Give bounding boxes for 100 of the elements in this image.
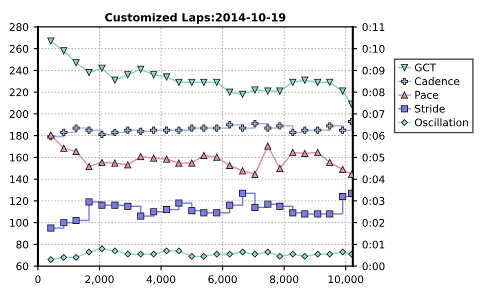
point (188, 252, 196, 260)
y2-tick-label: 0:11 (362, 23, 384, 32)
x-tick-label: 2,000 (85, 275, 114, 284)
point (200, 209, 208, 216)
y-tick-label: 260 (10, 44, 28, 53)
legend-label: Stride (415, 104, 445, 113)
point (60, 47, 68, 54)
point (264, 124, 272, 132)
point (314, 210, 322, 218)
point (112, 248, 118, 254)
point (163, 248, 170, 254)
point (339, 166, 346, 173)
point (213, 209, 220, 216)
point (200, 252, 208, 260)
y-tick-label: 200 (10, 110, 28, 118)
point (124, 202, 132, 210)
point (85, 126, 93, 134)
point (72, 59, 80, 66)
point (150, 208, 158, 216)
point (111, 160, 118, 167)
point (98, 131, 106, 138)
y2-tick-label: 0:10 (362, 44, 385, 53)
point (124, 250, 132, 258)
y-tick-label: 80 (16, 240, 28, 248)
point (47, 256, 54, 263)
point (85, 69, 93, 76)
point (60, 144, 68, 152)
point (85, 162, 93, 170)
point (124, 71, 132, 78)
y2-tick-label: 0:05 (362, 154, 384, 162)
point (72, 254, 80, 261)
y2-tick-label: 0:01 (362, 240, 384, 248)
legend-label: Oscillation (414, 118, 468, 126)
point (137, 128, 144, 135)
y2-tick-label: 0:08 (362, 88, 385, 96)
point (111, 202, 118, 209)
point (60, 254, 68, 261)
y-tick-label: 120 (10, 197, 28, 205)
point (326, 122, 334, 130)
point (264, 88, 272, 95)
point (72, 148, 80, 156)
point (175, 126, 182, 134)
point (301, 252, 308, 260)
point (150, 250, 158, 258)
point (301, 150, 308, 158)
point (72, 124, 80, 132)
point (47, 38, 54, 45)
y-tick-label: 160 (10, 154, 28, 162)
point (188, 160, 196, 167)
point (326, 250, 334, 258)
x-tick-label: 6,000 (208, 275, 237, 284)
x-tick-label: 8,000 (270, 275, 298, 284)
point (86, 248, 92, 256)
point (314, 148, 322, 156)
point (339, 126, 346, 134)
point (289, 148, 296, 156)
point (60, 219, 68, 226)
x-tick-label: 4,000 (146, 275, 176, 284)
point (226, 202, 234, 209)
y-tick-label: 220 (10, 88, 28, 96)
legend-label: Cadence (414, 77, 460, 86)
point (137, 250, 144, 258)
point (276, 122, 284, 130)
y2-tick-label: 0:03 (362, 197, 384, 205)
point (276, 88, 284, 95)
point (264, 142, 272, 150)
point (163, 126, 170, 134)
point (137, 212, 144, 220)
point (213, 154, 220, 161)
point (150, 71, 158, 78)
x-tick-label: 0 (35, 275, 41, 284)
point (252, 250, 258, 258)
y2-tick-label: 0:07 (362, 110, 384, 118)
point (213, 124, 220, 132)
point (326, 210, 334, 218)
point (314, 126, 322, 134)
point (175, 78, 182, 86)
point (289, 128, 296, 136)
point (314, 78, 322, 86)
point (137, 152, 144, 160)
point (176, 248, 182, 254)
point (188, 78, 196, 86)
point (163, 156, 170, 163)
y2-tick-label: 0:06 (362, 132, 385, 140)
point (239, 167, 246, 174)
point (200, 78, 208, 86)
x-tick-label: 10,000 (328, 275, 364, 284)
point (226, 121, 234, 128)
point (175, 160, 182, 167)
y2-tick-label: 0:00 (362, 262, 385, 270)
y-tick-label: 280 (10, 23, 28, 32)
y-tick-label: 240 (10, 66, 28, 75)
point (226, 250, 234, 258)
point (213, 78, 220, 86)
point (98, 245, 106, 252)
point (301, 76, 308, 84)
point (226, 88, 234, 96)
point (326, 158, 334, 166)
y2-tick-label: 0:02 (362, 218, 384, 227)
point (276, 164, 284, 172)
